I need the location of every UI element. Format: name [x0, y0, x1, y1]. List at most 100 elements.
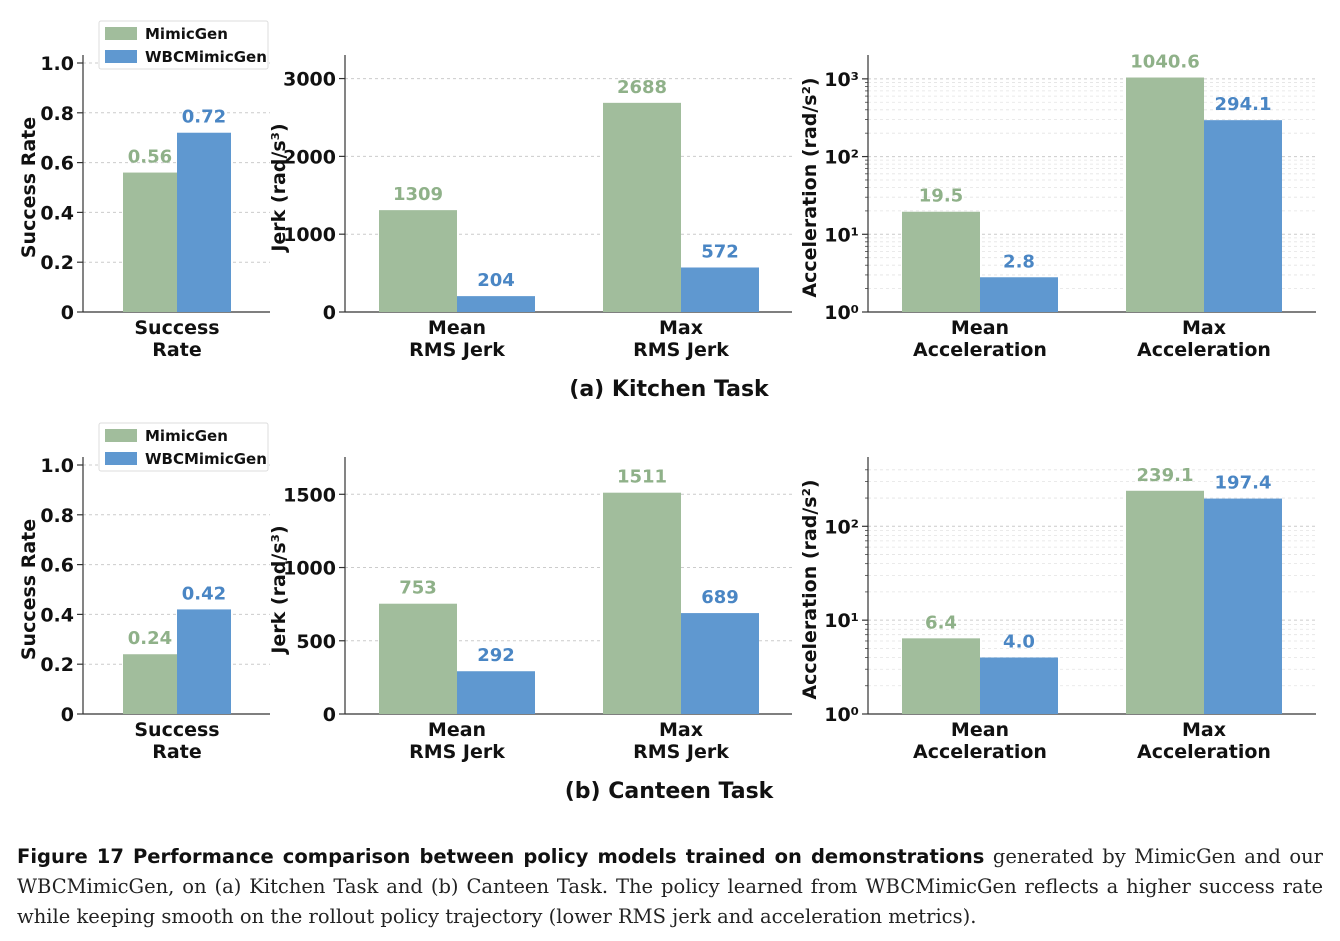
x-tick-label: RMS Jerk [409, 339, 505, 361]
bar-mimicgen [123, 654, 177, 714]
panel-title: (b) Canteen Task [565, 779, 775, 804]
data-label: 292 [477, 645, 515, 666]
bar-mimicgen [603, 102, 681, 312]
bar-wbcmimicgen [980, 657, 1058, 714]
bar-mimicgen [1126, 490, 1204, 714]
y-tick-label: 10¹ [824, 610, 859, 632]
data-label: 1309 [393, 184, 443, 205]
y-tick-label: 10⁰ [824, 704, 859, 726]
x-tick-label: RMS Jerk [409, 741, 505, 763]
y-tick-label: 10¹ [824, 224, 859, 246]
data-label: 6.4 [925, 612, 957, 633]
x-tick-label: Rate [152, 741, 201, 763]
y-tick-label: 1000 [283, 558, 336, 580]
x-tick-label: Acceleration [913, 339, 1047, 361]
y-tick-label: 10² [824, 516, 859, 538]
y-tick-label: 10⁰ [824, 302, 859, 324]
data-label: 2688 [617, 77, 667, 98]
figure: 0 0.2 0.4 0.6 0.8 1.0 Success Rate 0.56 0.72 Succ… [18, 20, 1316, 804]
x-tick-label: Mean [951, 719, 1009, 741]
x-tick-label: Success [134, 719, 219, 741]
legend-label-wbcmimicgen: WBCMimicGen [145, 450, 267, 468]
legend-label-wbcmimicgen: WBCMimicGen [145, 48, 267, 66]
y-axis-label: Success Rate [18, 519, 40, 660]
y-axis-label: Jerk (rad/s³) [268, 525, 290, 655]
bar-wbcmimicgen [1204, 498, 1282, 714]
bar-wbcmimicgen [457, 671, 535, 714]
y-tick-label: 1.0 [40, 455, 74, 477]
legend-box [98, 20, 269, 70]
data-label: 4.0 [1003, 631, 1035, 652]
x-tick-label: Max [659, 317, 703, 339]
y-axis-label: Success Rate [18, 117, 40, 258]
bar-wbcmimicgen [457, 296, 535, 312]
x-tick-label: Success [134, 317, 219, 339]
bar-mimicgen [1126, 77, 1204, 312]
y-tick-label: 0.8 [40, 103, 74, 125]
y-axis-label: Jerk (rad/s³) [268, 123, 290, 253]
bar-mimicgen [379, 603, 457, 714]
bar-wbcmimicgen [1204, 120, 1282, 313]
bar-wbcmimicgen [681, 613, 759, 714]
y-tick-label: 0.6 [40, 555, 74, 577]
bar-mimicgen [902, 638, 980, 714]
y-tick-label: 10² [824, 147, 859, 169]
data-label: 689 [701, 587, 739, 608]
legend-label-mimicgen: MimicGen [145, 427, 228, 445]
data-label: 0.56 [128, 147, 172, 168]
y-tick-label: 0.6 [40, 153, 74, 175]
legend-box [98, 422, 269, 472]
x-tick-label: Max [1182, 317, 1226, 339]
legend-swatch-mimicgen [105, 27, 137, 40]
y-tick-label: 0.2 [40, 654, 74, 676]
bar-mimicgen [379, 210, 457, 312]
legend-label-mimicgen: MimicGen [145, 25, 228, 43]
y-tick-label: 0.2 [40, 252, 74, 274]
data-label: 19.5 [919, 186, 963, 207]
caption-title: Figure 17 Performance comparison between… [17, 845, 985, 868]
y-tick-label: 0 [61, 704, 74, 726]
y-tick-label: 0.4 [40, 202, 74, 224]
x-tick-label: RMS Jerk [633, 741, 729, 763]
data-label: 0.24 [128, 628, 172, 649]
y-axis-label: Acceleration (rad/s²) [799, 77, 821, 297]
y-axis-label: Acceleration (rad/s²) [799, 479, 821, 699]
data-label: 0.72 [182, 107, 226, 128]
data-label: 2.8 [1003, 251, 1035, 272]
bar-mimicgen [603, 492, 681, 714]
x-tick-label: Acceleration [1137, 339, 1271, 361]
x-tick-label: Mean [428, 719, 486, 741]
bar-wbcmimicgen [980, 277, 1058, 312]
data-label: 294.1 [1215, 94, 1272, 115]
legend-swatch-wbcmimicgen [105, 452, 137, 465]
x-tick-label: Acceleration [913, 741, 1047, 763]
data-label: 572 [701, 241, 739, 262]
data-label: 0.42 [182, 583, 226, 604]
x-tick-label: Rate [152, 339, 201, 361]
y-tick-label: 1500 [283, 484, 336, 506]
y-tick-label: 1000 [283, 224, 336, 246]
y-tick-label: 3000 [283, 69, 336, 91]
data-label: 753 [399, 578, 437, 599]
data-label: 1040.6 [1130, 52, 1199, 73]
y-tick-label: 0.8 [40, 505, 74, 527]
y-tick-label: 1.0 [40, 53, 74, 75]
y-tick-label: 10³ [824, 69, 859, 91]
y-tick-label: 2000 [283, 146, 336, 168]
data-label: 204 [477, 270, 515, 291]
bar-wbcmimicgen [681, 267, 759, 312]
data-label: 197.4 [1215, 473, 1272, 494]
y-tick-label: 0 [61, 302, 74, 324]
x-tick-label: RMS Jerk [633, 339, 729, 361]
bar-wbcmimicgen [177, 609, 231, 714]
bar-mimicgen [123, 172, 177, 312]
caption-text: generated by MimicGen and our WBCMimicGe… [17, 845, 1323, 928]
x-tick-label: Mean [428, 317, 486, 339]
data-label: 239.1 [1137, 465, 1194, 486]
y-tick-label: 500 [296, 631, 336, 653]
panel-title: (a) Kitchen Task [569, 377, 770, 402]
legend-swatch-wbcmimicgen [105, 50, 137, 63]
x-tick-label: Max [1182, 719, 1226, 741]
y-tick-label: 0 [323, 302, 336, 324]
y-tick-label: 0 [323, 704, 336, 726]
